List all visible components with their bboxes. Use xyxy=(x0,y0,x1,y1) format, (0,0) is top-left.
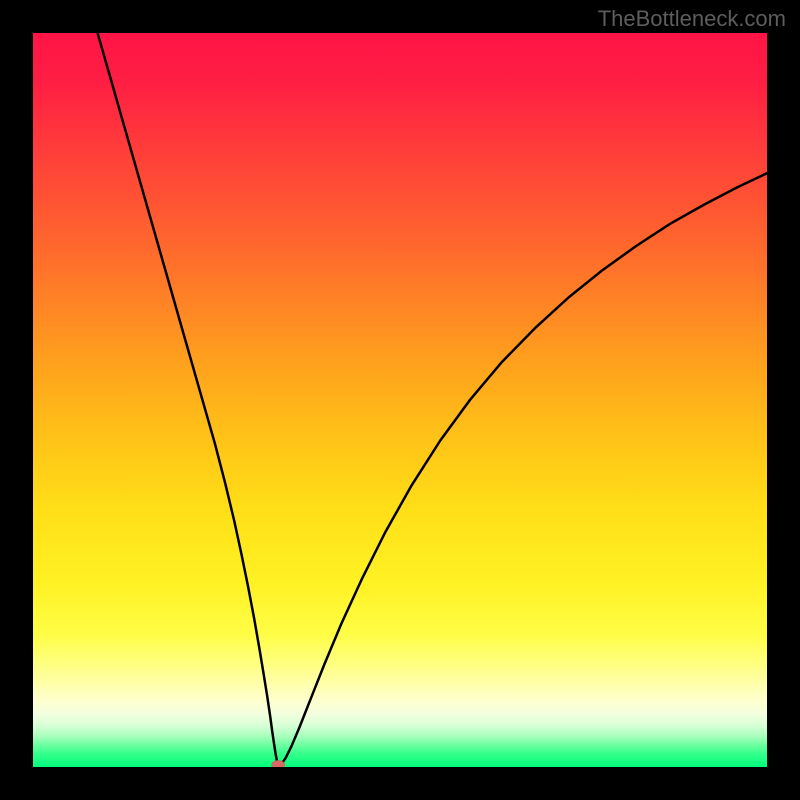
watermark-text: TheBottleneck.com xyxy=(598,6,786,32)
plot-area xyxy=(33,33,767,767)
plot-svg xyxy=(33,33,767,767)
minimum-marker xyxy=(272,760,285,767)
gradient-background xyxy=(33,33,767,767)
chart-frame: TheBottleneck.com xyxy=(0,0,800,800)
